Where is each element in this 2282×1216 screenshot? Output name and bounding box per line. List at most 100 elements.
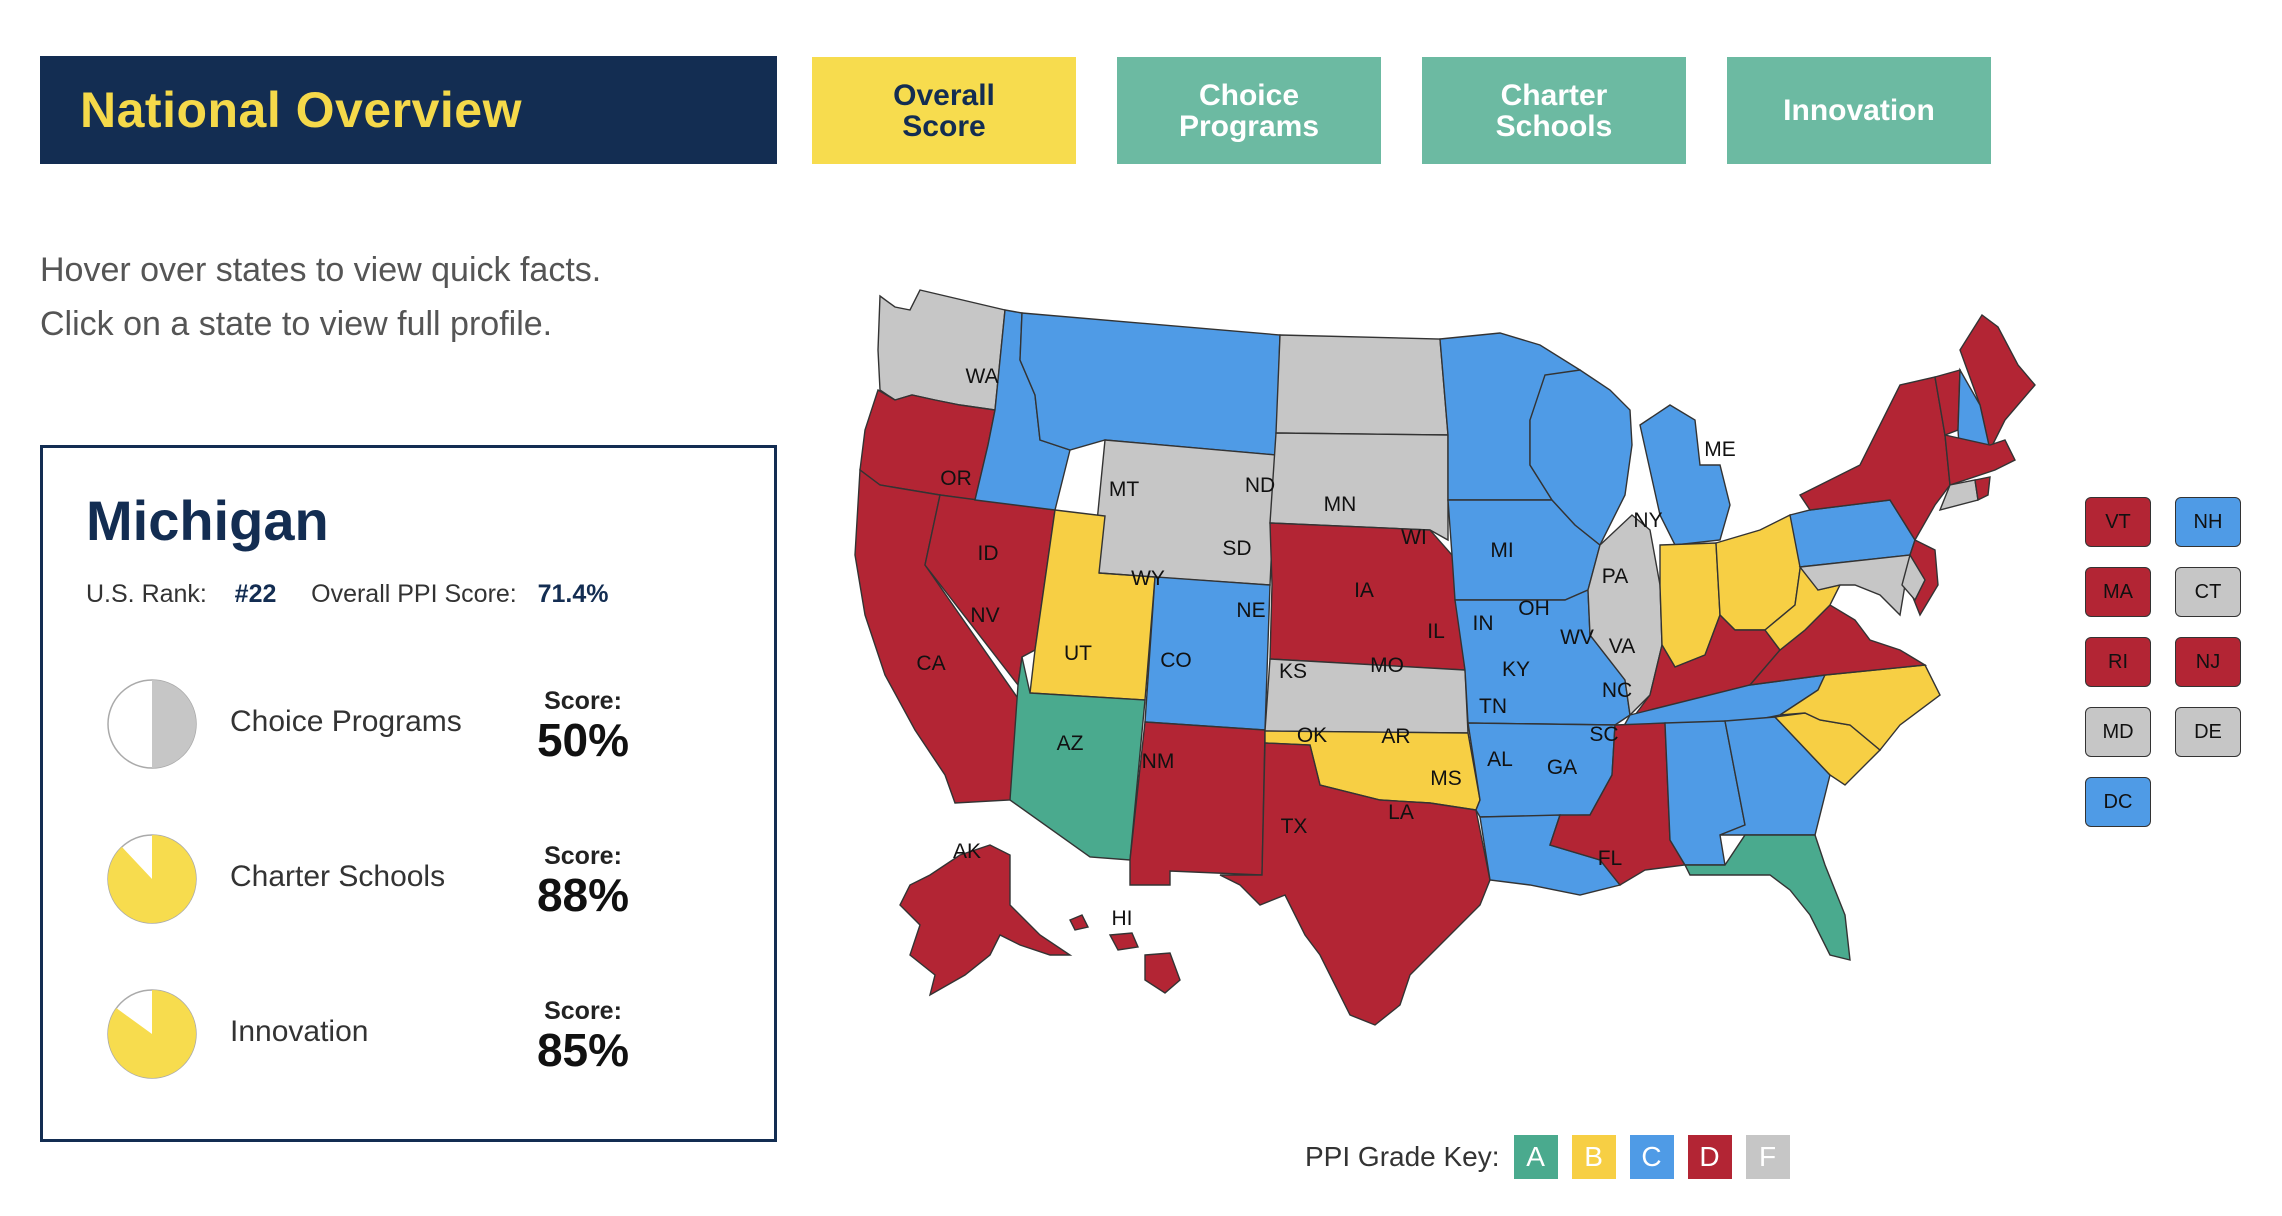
state-label-in: IN bbox=[1473, 612, 1494, 635]
state-label-tx: TX bbox=[1281, 815, 1308, 838]
state-label-az: AZ bbox=[1057, 732, 1084, 755]
grade-key-label: PPI Grade Key: bbox=[1305, 1141, 1500, 1172]
state-label-ok: OK bbox=[1297, 724, 1327, 747]
rank-label: U.S. Rank: bbox=[86, 580, 207, 608]
small-state-de[interactable]: DE bbox=[2175, 707, 2241, 757]
state-nm[interactable] bbox=[1129, 721, 1266, 886]
pie-fill bbox=[152, 680, 196, 768]
score-caption: Score: bbox=[544, 997, 622, 1025]
state-label-nv: NV bbox=[970, 604, 999, 627]
state-label-wa: WA bbox=[965, 365, 998, 388]
state-sd[interactable] bbox=[1269, 432, 1449, 542]
state-label-mi: MI bbox=[1490, 539, 1513, 562]
grade-key-f: F bbox=[1745, 1135, 1790, 1179]
state-label-wy: WY bbox=[1131, 567, 1165, 590]
score-value: 85% bbox=[536, 1024, 630, 1076]
state-ut[interactable] bbox=[1029, 509, 1156, 701]
us-map: WA OR CA NV ID MT WY UT AZ CO NM ND SD NE KS OK TX MN IA MO… bbox=[840, 255, 2140, 1075]
pie-fill bbox=[108, 835, 196, 923]
state-profile-panel: Michigan U.S. Rank: #22 Overall PPI Scor… bbox=[40, 445, 777, 1142]
tab-overall-score-label: Overall Score bbox=[893, 78, 995, 143]
small-state-ct[interactable]: CT bbox=[2175, 567, 2241, 617]
innovation-pie-icon bbox=[107, 989, 197, 1079]
state-label-co: CO bbox=[1160, 649, 1192, 672]
state-label-nd: ND bbox=[1245, 474, 1275, 497]
metric-label: Charter Schools bbox=[230, 860, 446, 893]
tab-choice-programs[interactable]: Choice Programs bbox=[1117, 57, 1381, 164]
small-state-dc[interactable]: DC bbox=[2085, 777, 2151, 827]
tab-charter-schools[interactable]: Charter Schools bbox=[1422, 57, 1686, 164]
state-de[interactable] bbox=[1901, 553, 1926, 602]
metric-label: Choice Programs bbox=[230, 705, 462, 738]
choice-programs-pie-icon bbox=[107, 679, 197, 769]
tab-overall-score[interactable]: Overall Score bbox=[812, 57, 1076, 164]
state-label-ga: GA bbox=[1547, 756, 1577, 779]
state-label-or: OR bbox=[940, 467, 972, 490]
instructions: Hover over states to view quick facts. C… bbox=[40, 243, 780, 351]
state-label-oh: OH bbox=[1518, 597, 1550, 620]
tab-charter-schools-label: Charter Schools bbox=[1495, 78, 1613, 143]
state-label-id: ID bbox=[978, 542, 999, 565]
grade-key-b: B bbox=[1571, 1135, 1616, 1179]
metric-label: Innovation bbox=[230, 1015, 369, 1048]
state-hi[interactable] bbox=[1069, 914, 1181, 994]
tab-innovation[interactable]: Innovation bbox=[1727, 57, 1991, 164]
score-value: 88% bbox=[536, 869, 630, 921]
state-wa[interactable] bbox=[877, 289, 1006, 411]
state-label-wi: WI bbox=[1401, 526, 1427, 549]
state-label-hi: HI bbox=[1112, 907, 1133, 930]
state-wy[interactable] bbox=[1091, 439, 1277, 586]
state-ri[interactable] bbox=[1974, 476, 1991, 502]
state-ma[interactable] bbox=[1944, 434, 2016, 486]
score-caption: Score: bbox=[544, 687, 622, 715]
state-fl[interactable] bbox=[1683, 834, 1851, 961]
small-state-nj[interactable]: NJ bbox=[2175, 637, 2241, 687]
grade-key-a: A bbox=[1513, 1135, 1558, 1179]
small-state-nh[interactable]: NH bbox=[2175, 497, 2241, 547]
tab-innovation-label: Innovation bbox=[1783, 94, 1935, 127]
state-mt[interactable] bbox=[1019, 312, 1281, 456]
state-label-ar: AR bbox=[1381, 725, 1410, 748]
small-state-vt[interactable]: VT bbox=[2085, 497, 2151, 547]
state-label-nm: NM bbox=[1142, 750, 1175, 773]
state-label-me: ME bbox=[1704, 438, 1736, 461]
state-label-ky: KY bbox=[1502, 658, 1530, 681]
state-label-ut: UT bbox=[1064, 642, 1092, 665]
state-name: Michigan bbox=[86, 489, 329, 552]
state-label-ms: MS bbox=[1430, 767, 1462, 790]
page-title: National Overview bbox=[80, 82, 522, 138]
small-state-ma[interactable]: MA bbox=[2085, 567, 2151, 617]
state-mi[interactable] bbox=[1639, 404, 1731, 546]
state-label-sc: SC bbox=[1589, 723, 1618, 746]
state-label-ia: IA bbox=[1354, 579, 1374, 602]
metric-choice-programs: Choice Programs Score: 50% bbox=[43, 673, 774, 773]
state-ak[interactable] bbox=[899, 844, 1073, 997]
state-label-il: IL bbox=[1427, 620, 1445, 643]
state-label-mo: MO bbox=[1370, 654, 1404, 677]
state-label-wv: WV bbox=[1560, 626, 1594, 649]
rank-value: #22 bbox=[234, 580, 277, 608]
state-label-ny: NY bbox=[1633, 509, 1662, 532]
state-label-fl: FL bbox=[1598, 847, 1623, 870]
grade-key-c: C bbox=[1629, 1135, 1674, 1179]
state-wi[interactable] bbox=[1529, 369, 1633, 547]
rank-row: U.S. Rank: #22 Overall PPI Score: 71.4% bbox=[86, 580, 609, 609]
metric-charter-schools: Charter Schools Score: 88% bbox=[43, 828, 774, 928]
state-label-mn: MN bbox=[1324, 493, 1357, 516]
state-label-va: VA bbox=[1609, 635, 1635, 658]
state-nc[interactable] bbox=[1779, 664, 1941, 751]
state-az[interactable] bbox=[1009, 656, 1146, 861]
state-or[interactable] bbox=[859, 388, 996, 501]
small-state-md[interactable]: MD bbox=[2085, 707, 2151, 757]
metric-innovation: Innovation Score: 85% bbox=[43, 983, 774, 1083]
state-nd[interactable] bbox=[1275, 334, 1449, 436]
state-label-ca: CA bbox=[916, 652, 945, 675]
state-tx[interactable] bbox=[1219, 742, 1491, 1026]
charter-schools-pie-icon bbox=[107, 834, 197, 924]
ppi-score-value: 71.4% bbox=[537, 580, 609, 608]
state-label-ks: KS bbox=[1279, 660, 1307, 683]
ppi-score-label: Overall PPI Score: bbox=[311, 580, 517, 608]
small-state-ri[interactable]: RI bbox=[2085, 637, 2151, 687]
